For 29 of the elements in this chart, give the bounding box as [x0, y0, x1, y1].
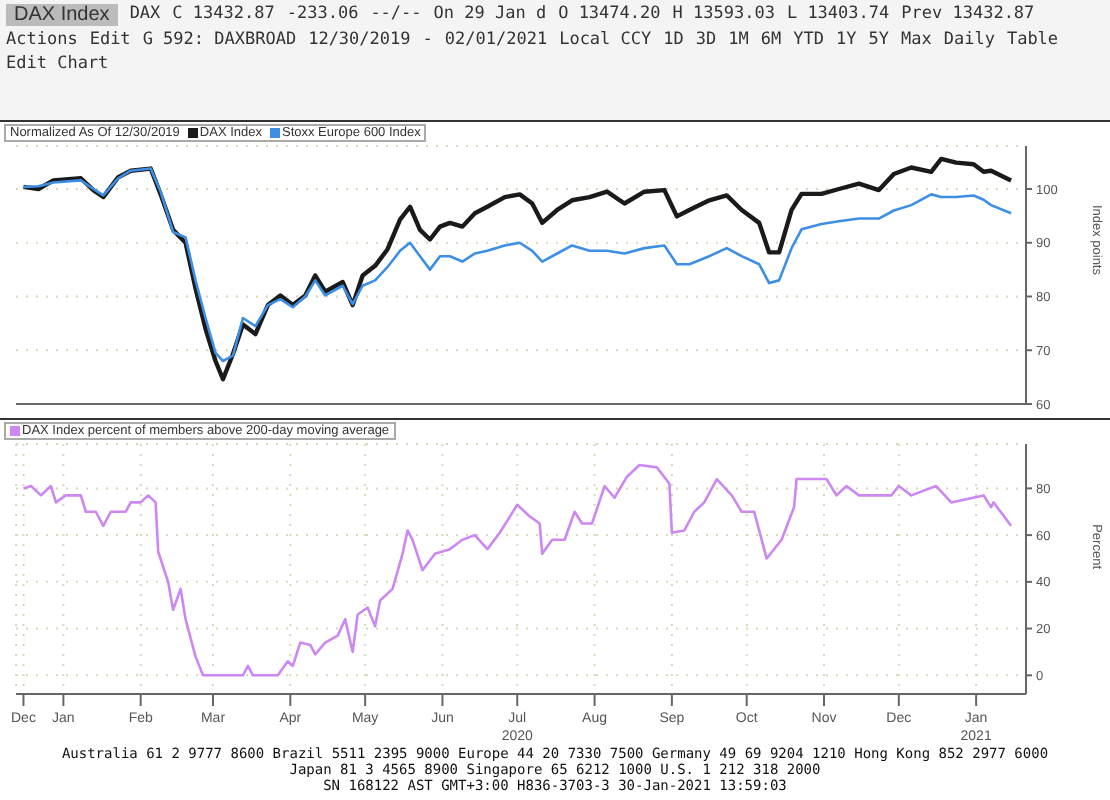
text: 3D	[695, 30, 717, 50]
text: On 29 Jan d	[433, 4, 547, 26]
text: Edit Chart	[6, 54, 109, 74]
text: 1Y	[836, 30, 857, 50]
text: -	[422, 30, 433, 50]
text: Max	[901, 30, 932, 50]
text: YTD	[793, 30, 824, 50]
text: G 592: DAXBROAD	[142, 30, 297, 50]
line-series	[22, 463, 1013, 677]
text: 02/01/2021	[444, 30, 548, 50]
text: Daily	[943, 30, 995, 50]
text: Table	[1006, 30, 1059, 50]
text: Prev 13432.87	[901, 4, 1035, 26]
text: -233.06	[286, 4, 359, 26]
text: 5Y	[868, 30, 889, 50]
text: 12/30/2019	[308, 30, 411, 50]
text: C 13432.87	[172, 4, 275, 26]
text: O 13474.20	[558, 4, 661, 26]
text: --/--	[370, 4, 422, 26]
text: 1M	[728, 30, 749, 50]
chart-title: DAX Index	[6, 4, 118, 26]
text: Local CCY	[559, 30, 652, 50]
text: DAX	[129, 4, 161, 26]
text: 6M	[760, 30, 782, 50]
text: L 13403.74	[786, 4, 890, 26]
text: H 13593.03	[672, 4, 775, 26]
text: Actions	[6, 30, 78, 50]
text: Edit	[89, 30, 131, 50]
text: 1D	[663, 30, 684, 50]
